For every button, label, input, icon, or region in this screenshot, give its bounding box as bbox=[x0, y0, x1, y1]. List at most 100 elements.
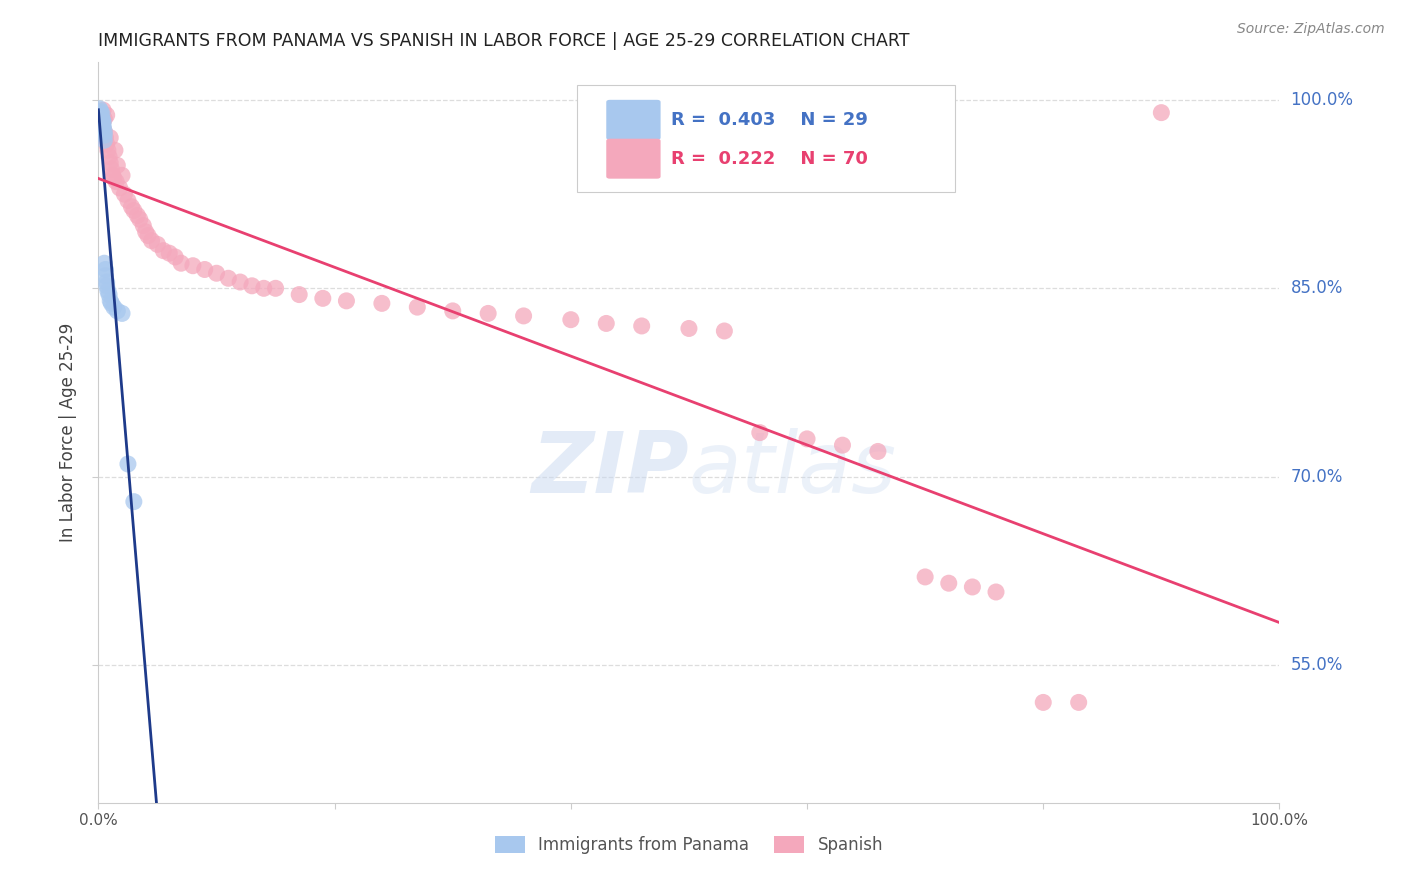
Point bbox=[91, 118, 114, 132]
Point bbox=[104, 143, 127, 157]
Point bbox=[89, 105, 111, 120]
Text: Source: ZipAtlas.com: Source: ZipAtlas.com bbox=[1237, 22, 1385, 37]
Point bbox=[93, 112, 115, 126]
Point bbox=[94, 268, 117, 283]
Text: 55.0%: 55.0% bbox=[1291, 656, 1343, 673]
Legend: Immigrants from Panama, Spanish: Immigrants from Panama, Spanish bbox=[488, 830, 890, 861]
Point bbox=[181, 259, 204, 273]
Point bbox=[560, 312, 582, 326]
Point bbox=[288, 287, 311, 301]
Point bbox=[121, 200, 143, 214]
Point bbox=[91, 124, 114, 138]
Point bbox=[93, 124, 115, 138]
Point bbox=[98, 156, 121, 170]
Point bbox=[132, 219, 155, 233]
FancyBboxPatch shape bbox=[606, 100, 661, 140]
Point bbox=[103, 170, 125, 185]
Point bbox=[122, 494, 145, 508]
Point bbox=[96, 278, 118, 293]
Point bbox=[100, 296, 122, 310]
Point bbox=[512, 309, 534, 323]
Point bbox=[91, 116, 114, 130]
Text: atlas: atlas bbox=[689, 428, 897, 511]
Point bbox=[477, 306, 499, 320]
Point bbox=[217, 271, 239, 285]
Point bbox=[595, 317, 617, 331]
Point bbox=[938, 576, 960, 591]
Point bbox=[127, 209, 149, 223]
Point bbox=[89, 105, 111, 120]
Point bbox=[93, 128, 115, 143]
Point bbox=[312, 291, 335, 305]
Point bbox=[141, 234, 163, 248]
Text: ZIP: ZIP bbox=[531, 428, 689, 511]
Text: 100.0%: 100.0% bbox=[1291, 91, 1354, 109]
Point bbox=[678, 321, 700, 335]
Point bbox=[90, 112, 112, 126]
Point bbox=[441, 304, 464, 318]
Point bbox=[94, 262, 117, 277]
Point bbox=[165, 250, 187, 264]
Point bbox=[98, 150, 121, 164]
Point bbox=[194, 262, 217, 277]
Text: R =  0.222    N = 70: R = 0.222 N = 70 bbox=[671, 150, 868, 168]
Point bbox=[103, 300, 125, 314]
Point bbox=[748, 425, 770, 440]
Point bbox=[94, 130, 117, 145]
Point bbox=[91, 103, 114, 117]
Point bbox=[152, 244, 174, 258]
Point bbox=[406, 300, 429, 314]
Text: 85.0%: 85.0% bbox=[1291, 279, 1343, 297]
Point bbox=[105, 158, 128, 172]
Point bbox=[96, 136, 118, 151]
Point bbox=[713, 324, 735, 338]
Point bbox=[90, 111, 112, 125]
Point bbox=[90, 112, 112, 126]
Point bbox=[105, 175, 128, 189]
Point bbox=[630, 318, 652, 333]
Point bbox=[112, 187, 135, 202]
Point bbox=[97, 284, 120, 298]
Text: R =  0.403    N = 29: R = 0.403 N = 29 bbox=[671, 111, 868, 128]
Point bbox=[111, 306, 134, 320]
Point bbox=[111, 169, 134, 183]
Point bbox=[157, 246, 180, 260]
Point bbox=[101, 169, 124, 183]
Point bbox=[96, 275, 118, 289]
Point bbox=[100, 162, 122, 177]
Point bbox=[866, 444, 889, 458]
Point bbox=[98, 287, 121, 301]
Point bbox=[91, 107, 114, 121]
Point bbox=[117, 457, 139, 471]
Text: IMMIGRANTS FROM PANAMA VS SPANISH IN LABOR FORCE | AGE 25-29 CORRELATION CHART: IMMIGRANTS FROM PANAMA VS SPANISH IN LAB… bbox=[98, 32, 910, 50]
Point bbox=[229, 275, 252, 289]
Point bbox=[205, 266, 228, 280]
Point bbox=[90, 108, 112, 122]
Point bbox=[91, 112, 114, 126]
Point bbox=[1032, 695, 1054, 709]
Point bbox=[105, 304, 128, 318]
Text: 70.0%: 70.0% bbox=[1291, 467, 1343, 485]
Point bbox=[253, 281, 276, 295]
FancyBboxPatch shape bbox=[606, 138, 661, 178]
Point bbox=[1067, 695, 1090, 709]
Point bbox=[984, 585, 1007, 599]
Point bbox=[1150, 105, 1173, 120]
Point bbox=[97, 143, 120, 157]
Point bbox=[146, 237, 169, 252]
Point bbox=[91, 120, 114, 135]
Point bbox=[371, 296, 394, 310]
Point bbox=[128, 212, 150, 227]
Point bbox=[91, 118, 114, 132]
Point bbox=[335, 293, 357, 308]
Point bbox=[90, 104, 112, 119]
Point bbox=[96, 108, 118, 122]
Point bbox=[136, 228, 159, 243]
Point bbox=[91, 113, 114, 128]
Point bbox=[89, 102, 111, 116]
Point bbox=[264, 281, 287, 295]
Point bbox=[914, 570, 936, 584]
Point bbox=[98, 293, 121, 308]
Point bbox=[796, 432, 818, 446]
FancyBboxPatch shape bbox=[576, 85, 955, 192]
